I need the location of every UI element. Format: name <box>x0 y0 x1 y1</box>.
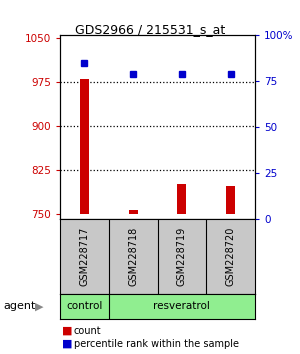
Bar <box>129 210 137 213</box>
Text: ■: ■ <box>61 339 72 349</box>
Bar <box>80 79 89 213</box>
Text: GSM228717: GSM228717 <box>80 227 89 286</box>
Text: agent: agent <box>3 301 35 311</box>
Bar <box>178 184 186 213</box>
Text: GDS2966 / 215531_s_at: GDS2966 / 215531_s_at <box>75 23 225 36</box>
Text: GSM228720: GSM228720 <box>226 227 236 286</box>
Bar <box>226 186 235 213</box>
Text: GSM228719: GSM228719 <box>177 227 187 286</box>
Text: ■: ■ <box>61 326 72 336</box>
Text: resveratrol: resveratrol <box>153 301 210 311</box>
Text: count: count <box>74 326 101 336</box>
Text: GSM228718: GSM228718 <box>128 227 138 286</box>
Text: control: control <box>66 301 103 311</box>
Text: ▶: ▶ <box>35 301 43 311</box>
Text: percentile rank within the sample: percentile rank within the sample <box>74 339 238 349</box>
